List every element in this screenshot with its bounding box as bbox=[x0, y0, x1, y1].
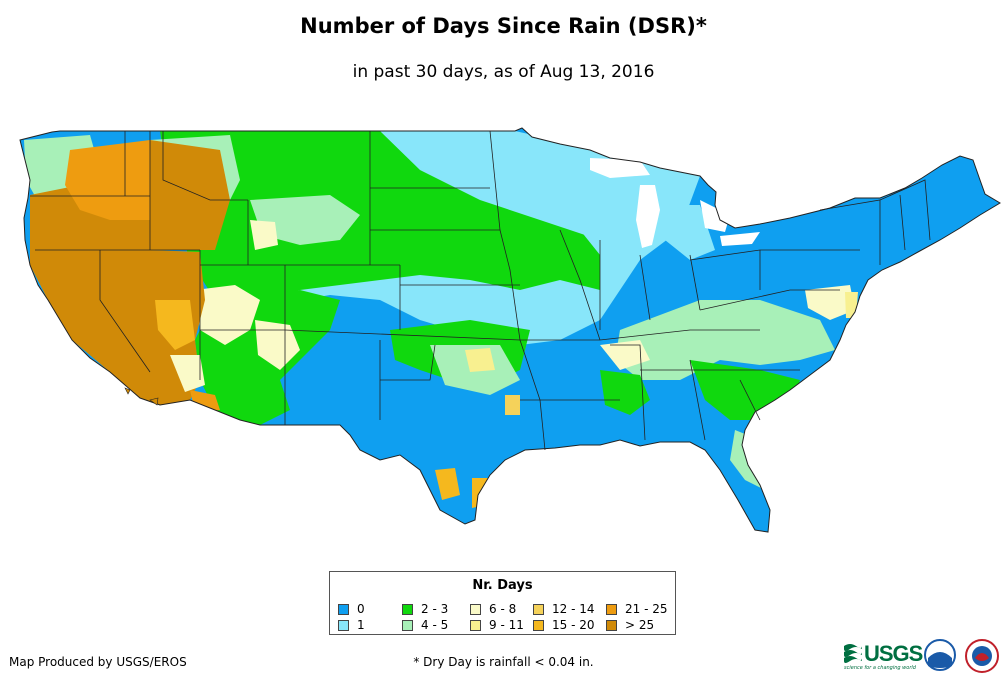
legend-swatch bbox=[402, 604, 413, 615]
legend-item: 4 - 5 bbox=[402, 618, 448, 632]
logos: USGS science for a changing world bbox=[842, 638, 1002, 678]
legend-title: Nr. Days bbox=[472, 578, 533, 593]
legend-label: > 25 bbox=[625, 618, 655, 632]
legend-item: 15 - 20 bbox=[533, 618, 595, 632]
legend-label: 2 - 3 bbox=[421, 602, 449, 616]
legend-item: 6 - 8 bbox=[470, 602, 516, 616]
legend-label: 9 - 11 bbox=[489, 618, 524, 632]
nws-logo-icon bbox=[965, 639, 999, 673]
legend-item: 0 bbox=[338, 602, 365, 616]
credit-text: Map Produced by USGS/EROS bbox=[9, 655, 187, 669]
legend-swatch bbox=[402, 620, 413, 631]
map-subtitle: in past 30 days, as of Aug 13, 2016 bbox=[352, 62, 655, 82]
legend-item: 1 bbox=[338, 618, 365, 632]
usgs-logo-icon bbox=[844, 639, 999, 673]
legend-item: > 25 bbox=[606, 618, 654, 632]
legend-swatch bbox=[606, 620, 617, 631]
legend-swatch bbox=[338, 620, 349, 631]
legend-item: 2 - 3 bbox=[402, 602, 448, 616]
legend-label: 15 - 20 bbox=[552, 618, 595, 632]
legend-label: 1 bbox=[357, 618, 365, 632]
legend-label: 12 - 14 bbox=[552, 602, 595, 616]
legend-swatch bbox=[533, 604, 544, 615]
usgs-logo-text: USGS bbox=[864, 641, 923, 666]
usgs-tagline: science for a changing world bbox=[844, 665, 916, 671]
legend-item: 12 - 14 bbox=[533, 602, 595, 616]
legend-item: 9 - 11 bbox=[470, 618, 524, 632]
legend-swatch bbox=[470, 604, 481, 615]
legend: Nr. Days 0 1 2 - 3 4 - 5 6 - 8 9 - 11 12 - 14 1… bbox=[329, 571, 676, 635]
legend-item: 21 - 25 bbox=[606, 602, 668, 616]
legend-label: 6 - 8 bbox=[489, 602, 517, 616]
legend-swatch bbox=[606, 604, 617, 615]
legend-label: 0 bbox=[357, 602, 365, 616]
map-title: Number of Days Since Rain (DSR)* bbox=[300, 14, 707, 38]
footnote: * Dry Day is rainfall < 0.04 in. bbox=[0, 655, 1007, 669]
legend-label: 21 - 25 bbox=[625, 602, 668, 616]
legend-swatch bbox=[470, 620, 481, 631]
footnote-text: * Dry Day is rainfall < 0.04 in. bbox=[413, 655, 594, 669]
legend-label: 4 - 5 bbox=[421, 618, 449, 632]
noaa-logo-icon bbox=[924, 639, 956, 671]
legend-swatch bbox=[533, 620, 544, 631]
legend-swatch bbox=[338, 604, 349, 615]
us-dsr-map bbox=[19, 127, 1001, 533]
